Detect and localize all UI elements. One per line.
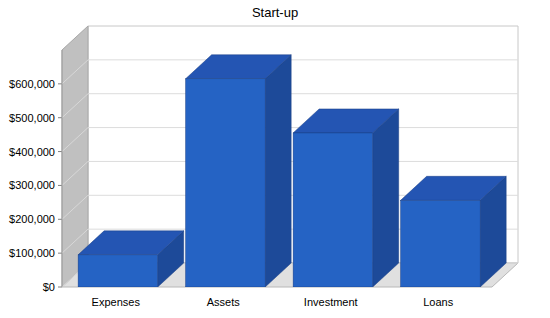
category-label: Investment (304, 296, 358, 308)
bar (293, 133, 373, 287)
category-label: Expenses (92, 296, 141, 308)
tick-label: $500,000 (9, 112, 55, 124)
tick-mark (58, 253, 62, 254)
tick-label: $300,000 (9, 179, 55, 191)
grid-line (62, 60, 88, 84)
tick-label: $400,000 (9, 146, 55, 158)
chart-title: Start-up (252, 5, 298, 20)
category-label: Loans (423, 296, 453, 308)
bar-top (186, 55, 292, 79)
bar-top (401, 176, 507, 200)
grid-line (62, 128, 88, 152)
y-axis-line (62, 50, 63, 287)
grid-line (62, 195, 88, 219)
bar (186, 79, 266, 287)
grid-line (62, 161, 88, 185)
tick-mark (58, 219, 62, 220)
tick-mark (58, 287, 62, 288)
tick-mark (58, 185, 62, 186)
chart-svg: Start-up $0 $100,000 $200,000 $300,000 $400,0… (0, 0, 550, 318)
side-wall (62, 26, 88, 287)
bar-side (373, 109, 399, 287)
bars (78, 55, 506, 287)
category-label: Assets (207, 296, 241, 308)
bar (401, 200, 481, 287)
tick-mark (58, 117, 62, 118)
grid-line (62, 94, 88, 118)
chart-container: Start-up $0 $100,000 $200,000 $300,000 $400,0… (0, 0, 550, 318)
tick-mark (58, 83, 62, 84)
tick-label: $600,000 (9, 78, 55, 90)
tick-label: $100,000 (9, 247, 55, 259)
bar-top (293, 109, 399, 133)
bar-top (78, 231, 184, 255)
tick-label: $0 (43, 281, 55, 293)
bar-side (265, 55, 291, 287)
tick-mark (58, 151, 62, 152)
tick-label: $200,000 (9, 213, 55, 225)
bar (78, 255, 158, 287)
grid-line (88, 93, 518, 94)
grid-line (88, 59, 518, 60)
